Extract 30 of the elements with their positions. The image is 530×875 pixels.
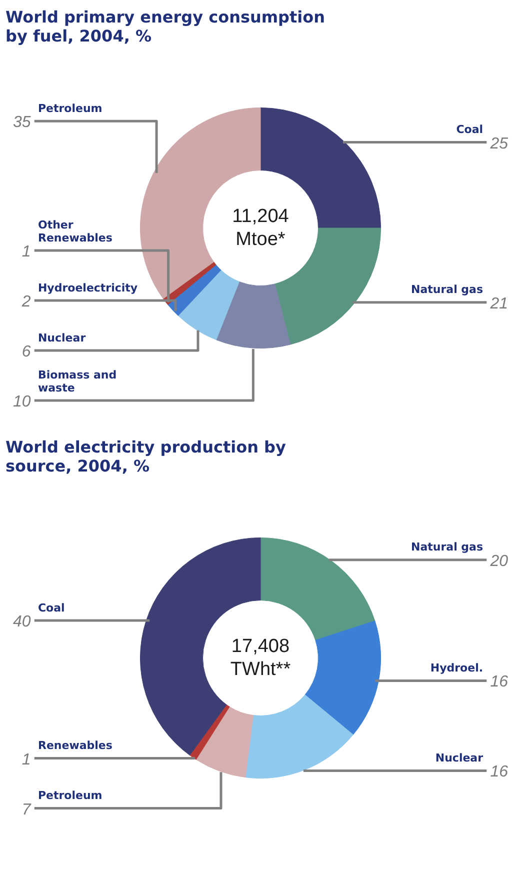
chart-title: World primary energy consumption by fuel, 2004, % bbox=[6, 8, 326, 46]
data-label: 16 bbox=[490, 764, 508, 781]
data-label: 10 bbox=[12, 394, 31, 410]
slice-label: Petroleum bbox=[38, 102, 102, 115]
data-label: 25 bbox=[489, 135, 508, 152]
data-label: 2 bbox=[20, 294, 31, 310]
data-label: 21 bbox=[489, 295, 508, 312]
data-label: 40 bbox=[12, 614, 31, 631]
data-label: 1 bbox=[22, 751, 31, 768]
text: 17,408 TWht** bbox=[230, 636, 292, 680]
data-label: 20 bbox=[489, 552, 508, 570]
data-label: 6 bbox=[22, 344, 31, 360]
slice-label: Renewables bbox=[38, 739, 113, 752]
chart-title: World electricity production by source, 2004, % bbox=[6, 438, 286, 476]
slice-label: Hydroel. bbox=[430, 661, 484, 674]
data-label: 16 bbox=[490, 674, 508, 691]
slice-label: Natural gas bbox=[411, 283, 484, 296]
data-label: 1 bbox=[22, 244, 31, 260]
data-label: 35 bbox=[12, 114, 31, 132]
data-label: 7 bbox=[22, 801, 32, 818]
slice-label: Nuclear bbox=[38, 331, 86, 344]
slice-label: Hydroelectricity bbox=[38, 281, 138, 294]
slice-label: Coal bbox=[38, 601, 65, 614]
slice-label: Biomass and waste bbox=[38, 368, 117, 394]
slice-label: Coal bbox=[456, 123, 484, 136]
text: 11,204 Mtoe* bbox=[232, 206, 290, 250]
slice-label: Other Renewables bbox=[38, 218, 113, 244]
slice-label: Petroleum bbox=[38, 789, 102, 802]
slice-label: Natural gas bbox=[411, 540, 484, 554]
slice-label: Nuclear bbox=[435, 751, 484, 764]
